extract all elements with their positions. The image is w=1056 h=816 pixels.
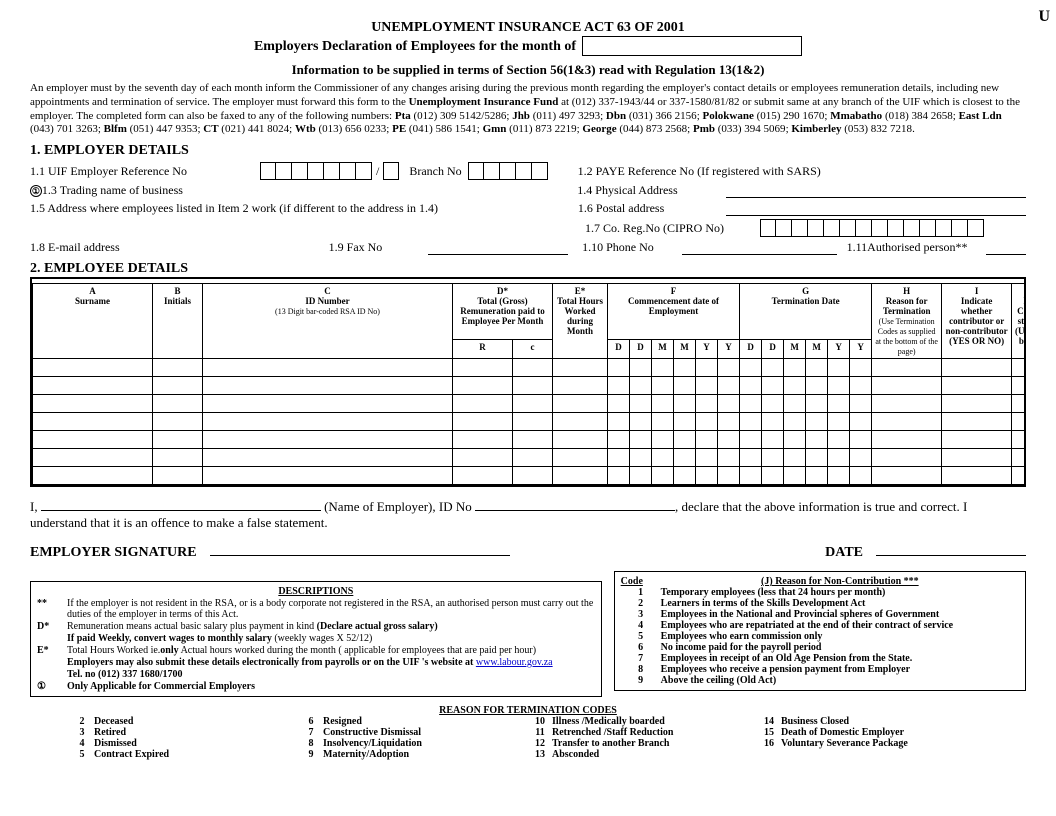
postal-address-line[interactable]: [726, 202, 1026, 216]
label-1-2: 1.2 PAYE Reference No (If registered wit…: [578, 164, 821, 179]
descriptions-title: DESCRIPTIONS: [37, 586, 595, 597]
employee-table: ASurnameBInitialsCID Number(13 Digit bar…: [32, 283, 1026, 485]
uif-ref-boxes[interactable]: [260, 162, 372, 180]
circle-note-icon: ①: [30, 185, 42, 197]
label-1-4: 1.4 Physical Address: [577, 183, 726, 198]
label-1-3: 1.3 Trading name of business: [42, 183, 577, 198]
branch-label: Branch No: [409, 164, 461, 179]
code-header: Code: [621, 576, 661, 587]
employee-details-heading: 2. EMPLOYEE DETAILS: [30, 261, 1026, 277]
term-codes-title: REASON FOR TERMINATION CODES: [30, 705, 1026, 716]
label-1-9: 1.9 Fax No: [329, 240, 429, 255]
label-1-10: 1.10 Phone No: [582, 240, 682, 255]
label-1-1: 1.1 UIF Employer Reference No: [30, 164, 260, 179]
termination-codes-box: REASON FOR TERMINATION CODES 2Deceased3R…: [30, 705, 1026, 760]
branch-boxes[interactable]: [468, 162, 548, 180]
act-title: UNEMPLOYMENT INSURANCE ACT 63 OF 2001: [30, 20, 1026, 36]
auth-person-line[interactable]: [986, 241, 1026, 255]
subtitle: Employers Declaration of Employees for t…: [254, 39, 576, 55]
declare-name-line[interactable]: [41, 497, 321, 511]
signature-label: EMPLOYER SIGNATURE: [30, 545, 197, 561]
declaration-text: I, (Name of Employer), ID No , declare t…: [30, 497, 1026, 531]
signature-line[interactable]: [210, 540, 510, 556]
fax-line[interactable]: [428, 241, 568, 255]
reasons-box: Code (J) Reason for Non-Contribution ***…: [614, 571, 1026, 691]
label-1-7: 1.7 Co. Reg.No (CIPRO No): [585, 221, 760, 236]
label-1-11: 1.11Authorised person**: [847, 240, 986, 255]
label-1-8: 1.8 E-mail address: [30, 240, 329, 255]
declare-id-line[interactable]: [475, 497, 675, 511]
phone-line[interactable]: [682, 241, 837, 255]
label-1-6: 1.6 Postal address: [578, 201, 726, 216]
descriptions-box: DESCRIPTIONS **If the employer is not re…: [30, 581, 602, 697]
corner-letter: U: [1038, 8, 1050, 26]
physical-address-line[interactable]: [726, 184, 1026, 198]
date-label: DATE: [825, 545, 863, 561]
label-1-5: 1.5 Address where employees listed in It…: [30, 201, 578, 216]
cipro-boxes[interactable]: [760, 219, 984, 237]
employer-details-heading: 1. EMPLOYER DETAILS: [30, 143, 1026, 159]
month-input-box[interactable]: [582, 36, 802, 56]
info-line: Information to be supplied in terms of S…: [30, 62, 1026, 78]
reasons-title: (J) Reason for Non-Contribution ***: [661, 576, 1019, 587]
instructions-para: An employer must by the seventh day of e…: [30, 82, 1026, 137]
uif-ref-boxes2[interactable]: [383, 162, 399, 180]
date-line[interactable]: [876, 540, 1026, 556]
